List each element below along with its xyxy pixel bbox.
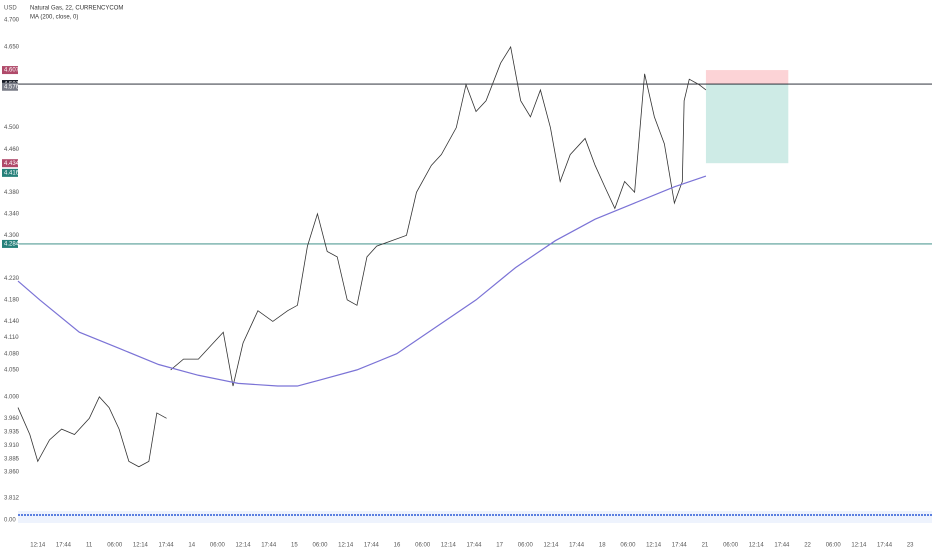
price-badge-label: 4.434 bbox=[4, 161, 20, 167]
x-tick-label: 12:14 bbox=[851, 543, 867, 549]
x-tick-label: 17:44 bbox=[466, 543, 482, 549]
series-line bbox=[17, 175, 707, 387]
price-badge-label: 4.607 bbox=[4, 68, 20, 74]
x-tick-label: 17:44 bbox=[774, 543, 790, 549]
price-badge-label: 4.416 bbox=[4, 170, 20, 176]
x-tick-label: 15 bbox=[291, 543, 298, 549]
x-tick-label: 12:14 bbox=[236, 543, 252, 549]
x-tick-label: 17:44 bbox=[56, 543, 72, 549]
x-tick-label: 06:00 bbox=[415, 543, 431, 549]
x-tick-label: 11 bbox=[86, 543, 93, 549]
y-tick-label: 4.380 bbox=[4, 190, 20, 196]
price-badge bbox=[2, 66, 18, 75]
x-tick-label: 06:00 bbox=[210, 543, 226, 549]
x-tick-label: 22 bbox=[804, 543, 811, 549]
x-tick-label: 17 bbox=[496, 543, 503, 549]
y-tick-label: 4.080 bbox=[4, 351, 20, 357]
y-tick-label: 3.960 bbox=[4, 416, 20, 422]
x-tick-label: 17:44 bbox=[877, 543, 893, 549]
y-tick-label: 4.050 bbox=[4, 367, 20, 373]
x-tick-label: 17:44 bbox=[364, 543, 380, 549]
y-tick-label: 4.000 bbox=[4, 394, 20, 400]
x-tick-label: 17:44 bbox=[672, 543, 688, 549]
x-tick-label: 17:44 bbox=[261, 543, 277, 549]
chart-subtitle: MA (200, close, 0) bbox=[30, 15, 78, 21]
y-tick-label: 4.650 bbox=[4, 44, 20, 50]
y-tick-label: 4.180 bbox=[4, 297, 20, 303]
series-line bbox=[170, 45, 707, 387]
y-tick-label: 4.500 bbox=[4, 125, 20, 131]
x-tick-label: 12:14 bbox=[441, 543, 457, 549]
y-tick-label: 3.812 bbox=[4, 496, 20, 502]
y-tick-label: 4.140 bbox=[4, 319, 20, 325]
y-tick-label: 4.300 bbox=[4, 233, 20, 239]
y-axis-label: USD bbox=[4, 6, 17, 12]
y-tick-label: 3.935 bbox=[4, 429, 20, 435]
x-tick-label: 06:00 bbox=[313, 543, 329, 549]
price-badge bbox=[2, 239, 18, 248]
stop-zone bbox=[705, 70, 789, 85]
x-tick-label: 17:44 bbox=[159, 543, 175, 549]
x-tick-label: 06:00 bbox=[518, 543, 534, 549]
chart-title: Natural Gas, 22, CURRENCYCOM bbox=[30, 6, 123, 12]
x-tick-label: 12:14 bbox=[543, 543, 559, 549]
target-zone bbox=[705, 84, 789, 164]
price-badge bbox=[2, 82, 18, 91]
x-tick-label: 12:14 bbox=[30, 543, 46, 549]
x-tick-label: 14 bbox=[188, 543, 195, 549]
x-tick-label: 12:14 bbox=[338, 543, 354, 549]
x-tick-label: 06:00 bbox=[620, 543, 636, 549]
y-tick-label: 4.220 bbox=[4, 276, 20, 282]
price-badge-label: 4.576 bbox=[4, 84, 20, 90]
price-badge bbox=[2, 168, 18, 177]
y-tick-label: 3.910 bbox=[4, 443, 20, 449]
x-tick-label: 06:00 bbox=[723, 543, 739, 549]
x-tick-label: 21 bbox=[702, 543, 709, 549]
x-tick-label: 23 bbox=[907, 543, 914, 549]
x-tick-label: 06:00 bbox=[107, 543, 123, 549]
y-tick-label: 4.460 bbox=[4, 147, 20, 153]
x-tick-label: 12:14 bbox=[749, 543, 765, 549]
price-badge bbox=[2, 159, 18, 168]
indicator-pane bbox=[18, 511, 932, 523]
indicator-label: 0.00 bbox=[4, 518, 16, 524]
x-tick-label: 12:14 bbox=[646, 543, 662, 549]
x-tick-label: 18 bbox=[599, 543, 606, 549]
x-tick-label: 16 bbox=[394, 543, 401, 549]
x-tick-label: 12:14 bbox=[133, 543, 149, 549]
y-tick-label: 3.860 bbox=[4, 470, 20, 476]
x-tick-label: 06:00 bbox=[826, 543, 842, 549]
price-badge-label: 4.284 bbox=[4, 242, 20, 248]
x-tick-label: 17:44 bbox=[569, 543, 585, 549]
y-tick-label: 3.885 bbox=[4, 456, 20, 462]
y-tick-label: 4.700 bbox=[4, 18, 20, 24]
y-tick-label: 4.110 bbox=[4, 335, 19, 341]
series-line bbox=[17, 396, 167, 468]
y-tick-label: 4.340 bbox=[4, 211, 20, 217]
